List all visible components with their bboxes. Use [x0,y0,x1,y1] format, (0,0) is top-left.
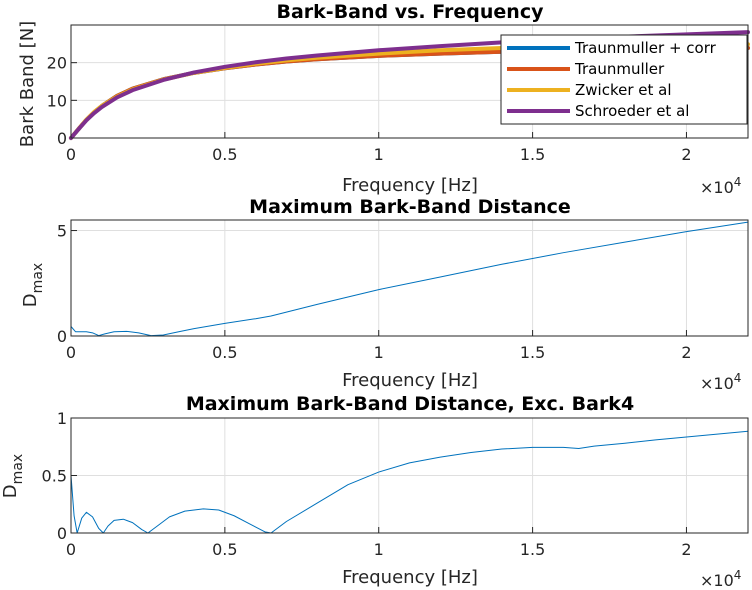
x-tick-label: 0 [66,343,76,362]
y-tick-label: 20 [47,54,67,73]
x-tick-label: 1 [374,540,384,559]
ticks: 0 0.5 1 1.5 2 0 0.5 1 [42,409,692,559]
series-line [70,430,749,534]
y-axis-label: Bark Band [N] [17,21,38,147]
x-tick-label: 1.5 [520,145,545,164]
y-tick-label: 0 [57,327,67,346]
axes-frame [70,24,749,139]
y-tick-label: 5 [57,222,67,241]
x-tick-label: 1 [374,343,384,362]
x-tick-label: 2 [681,145,691,164]
x-axis-label: Frequency [Hz] [342,370,478,391]
x-tick-label: 1 [374,145,384,164]
y-tick-label: 0 [57,524,67,543]
y-axis-label: Dmax [0,454,26,498]
legend-label-zwicker: Zwicker et al [575,81,672,99]
y-axis-label-subscript: max [30,263,46,294]
subplot-max-bark-band-distance: Maximum Bark-Band Distance 0 0.5 1 1.5 2 0 5 F… [20,196,749,393]
x-multiplier-base: ×10 [700,178,734,197]
x-multiplier-exponent: 4 [734,175,742,189]
y-tick-label: 10 [47,91,67,110]
x-tick-label: 2 [681,343,691,362]
y-axis-label-main: D [0,484,21,498]
x-tick-label: 0 [66,145,76,164]
series-line [70,221,749,337]
chart-title: Maximum Bark-Band Distance [249,196,571,218]
x-axis-label: Frequency [Hz] [342,175,478,196]
chart-title: Bark-Band vs. Frequency [277,1,545,23]
x-multiplier-exponent: 4 [734,371,742,385]
y-tick-label: 1 [57,409,67,428]
x-multiplier: ×104 [700,568,741,590]
legend: Traunmuller + corr Traunmuller Zwicker e… [500,34,748,125]
x-tick-label: 1.5 [520,343,545,362]
ticks: 0 0.5 1 1.5 2 0 5 [57,222,692,362]
x-multiplier-base: ×10 [700,374,734,393]
x-tick-label: 0 [66,540,76,559]
series-lines [70,221,749,337]
y-axis-label: Dmax [20,263,46,307]
y-axis-label-subscript: max [10,454,26,485]
legend-label-traunmuller: Traunmuller [574,60,665,78]
x-tick-label: 2 [681,540,691,559]
x-axis-label: Frequency [Hz] [342,567,478,588]
x-tick-label: 0.5 [212,145,237,164]
x-multiplier: ×104 [700,371,741,393]
x-multiplier-exponent: 4 [734,568,742,582]
chart-title: Maximum Bark-Band Distance, Exc. Bark4 [186,393,634,415]
y-axis-label-main: D [20,293,41,307]
series-lines [70,430,749,534]
y-tick-label: 0 [57,129,67,148]
y-tick-label: 0.5 [42,467,67,486]
x-multiplier: ×104 [700,175,741,197]
subplot-max-bark-band-distance-exc-bark4: Maximum Bark-Band Distance, Exc. Bark4 0… [0,393,749,590]
legend-label-schroeder: Schroeder et al [575,102,689,120]
x-tick-label: 1.5 [520,540,545,559]
legend-label-traunmuller-corr: Traunmuller + corr [574,39,717,57]
x-multiplier-base: ×10 [700,571,734,590]
axes-frame [70,219,749,337]
x-tick-label: 0.5 [212,540,237,559]
x-tick-label: 0.5 [212,343,237,362]
